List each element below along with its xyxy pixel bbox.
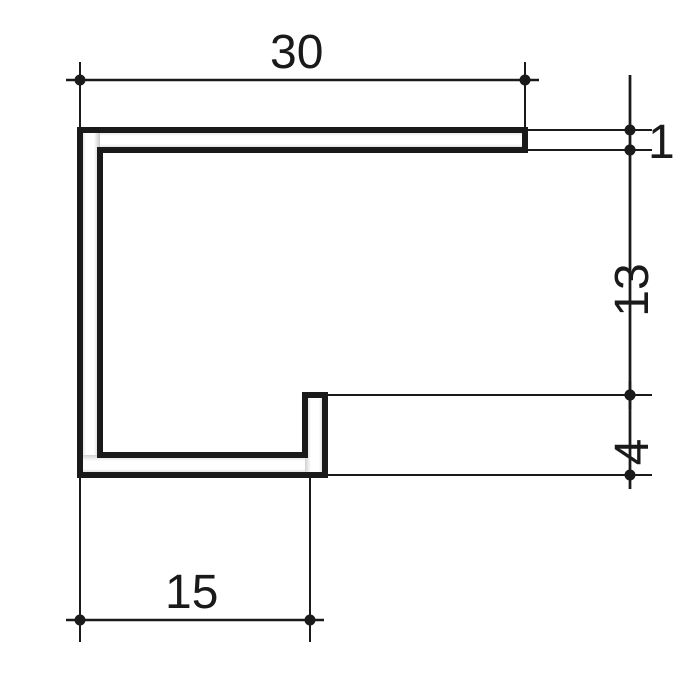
dim-label: 1	[648, 116, 675, 169]
dim-label: 4	[606, 439, 659, 466]
section-drawing: 30 15 1 13 4	[0, 0, 700, 700]
profile-shape	[80, 130, 525, 475]
dim-label: 15	[165, 566, 218, 619]
dim-label: 30	[270, 26, 323, 79]
dim-label: 13	[606, 263, 659, 316]
dimensions-group: 30 15 1 13 4	[66, 26, 675, 642]
